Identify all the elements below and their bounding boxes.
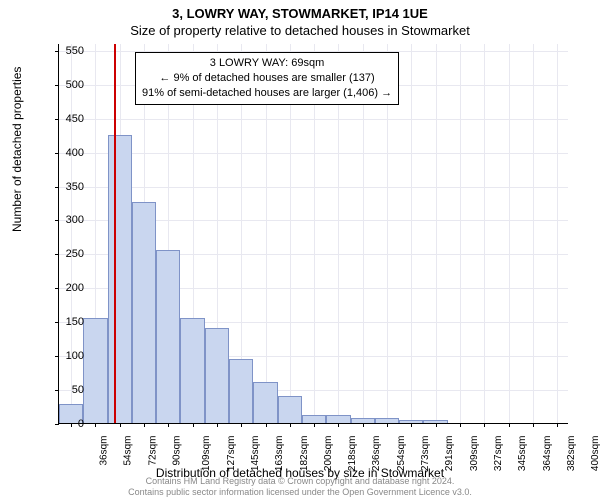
ytick-label: 500 [44,79,84,91]
xtick-label: 72sqm [147,436,158,466]
xtick-mark [387,423,388,427]
gridline-v [71,44,72,423]
xtick-mark [338,423,339,427]
chart-titles: 3, LOWRY WAY, STOWMARKET, IP14 1UE Size … [0,0,600,38]
ytick-label: 350 [44,181,84,193]
xtick-mark [193,423,194,427]
ytick-label: 50 [44,384,84,396]
xtick-mark [509,423,510,427]
footer-line-2: Contains public sector information licen… [0,487,600,498]
xtick-mark [120,423,121,427]
xtick-label: 163sqm [274,436,285,472]
ytick-label: 150 [44,316,84,328]
xtick-label: 273sqm [420,436,431,472]
xtick-mark [241,423,242,427]
plot-area: 3 LOWRY WAY: 69sqm← 9% of detached house… [58,44,568,424]
histogram-bar [180,318,204,423]
ytick-label: 250 [44,248,84,260]
gridline-v [533,44,534,423]
xtick-label: 364sqm [542,436,553,472]
reference-line [114,44,116,423]
histogram-bar [132,202,156,423]
footer-line-1: Contains HM Land Registry data © Crown c… [0,476,600,487]
ytick-label: 450 [44,113,84,125]
xtick-label: 182sqm [299,436,310,472]
xtick-mark [484,423,485,427]
xtick-label: 90sqm [172,436,183,466]
xtick-label: 382sqm [566,436,577,472]
xtick-label: 309sqm [469,436,480,472]
histogram-bar [302,415,326,423]
ytick-label: 300 [44,214,84,226]
ytick-label: 0 [44,418,84,430]
xtick-label: 54sqm [123,436,134,466]
subtitle: Size of property relative to detached ho… [0,23,600,38]
xtick-label: 236sqm [372,436,383,472]
xtick-mark [363,423,364,427]
xtick-mark [411,423,412,427]
histogram-bar [351,418,375,423]
histogram-bar [108,135,132,423]
xtick-label: 145sqm [250,436,261,472]
xtick-label: 218sqm [347,436,358,472]
xtick-label: 327sqm [493,436,504,472]
histogram-bar [423,420,447,423]
gridline-v [557,44,558,423]
xtick-label: 200sqm [323,436,334,472]
ytick-label: 550 [44,45,84,57]
histogram-bar [399,420,423,423]
xtick-label: 127sqm [226,436,237,472]
xtick-mark [557,423,558,427]
xtick-label: 400sqm [590,436,600,472]
histogram-bar [278,396,302,423]
xtick-label: 345sqm [517,436,528,472]
xtick-mark [95,423,96,427]
xtick-mark [266,423,267,427]
address-title: 3, LOWRY WAY, STOWMARKET, IP14 1UE [0,6,600,21]
histogram-bar [229,359,253,423]
ytick-label: 400 [44,147,84,159]
annotation-line: 91% of semi-detached houses are larger (… [142,86,392,101]
xtick-mark [436,423,437,427]
chart-area: 3 LOWRY WAY: 69sqm← 9% of detached house… [58,44,568,424]
histogram-bar [326,415,350,423]
y-axis-label: Number of detached properties [10,67,24,232]
histogram-bar [253,382,277,423]
xtick-mark [314,423,315,427]
xtick-label: 291sqm [444,436,455,472]
histogram-bar [205,328,229,423]
xtick-mark [460,423,461,427]
gridline-v [411,44,412,423]
gridline-v [509,44,510,423]
xtick-label: 36sqm [99,436,110,466]
xtick-mark [217,423,218,427]
xtick-mark [168,423,169,427]
annotation-line: ← 9% of detached houses are smaller (137… [142,71,392,86]
ytick-label: 100 [44,350,84,362]
histogram-bar [156,250,180,423]
gridline-v [484,44,485,423]
histogram-bar [83,318,107,423]
annotation-line: 3 LOWRY WAY: 69sqm [142,56,392,71]
xtick-mark [290,423,291,427]
xtick-label: 109sqm [201,436,212,472]
xtick-mark [144,423,145,427]
xtick-mark [533,423,534,427]
xtick-label: 254sqm [396,436,407,472]
gridline-v [460,44,461,423]
ytick-label: 200 [44,282,84,294]
gridline-v [436,44,437,423]
attribution-footer: Contains HM Land Registry data © Crown c… [0,476,600,498]
histogram-bar [375,418,399,423]
annotation-box: 3 LOWRY WAY: 69sqm← 9% of detached house… [135,52,399,105]
